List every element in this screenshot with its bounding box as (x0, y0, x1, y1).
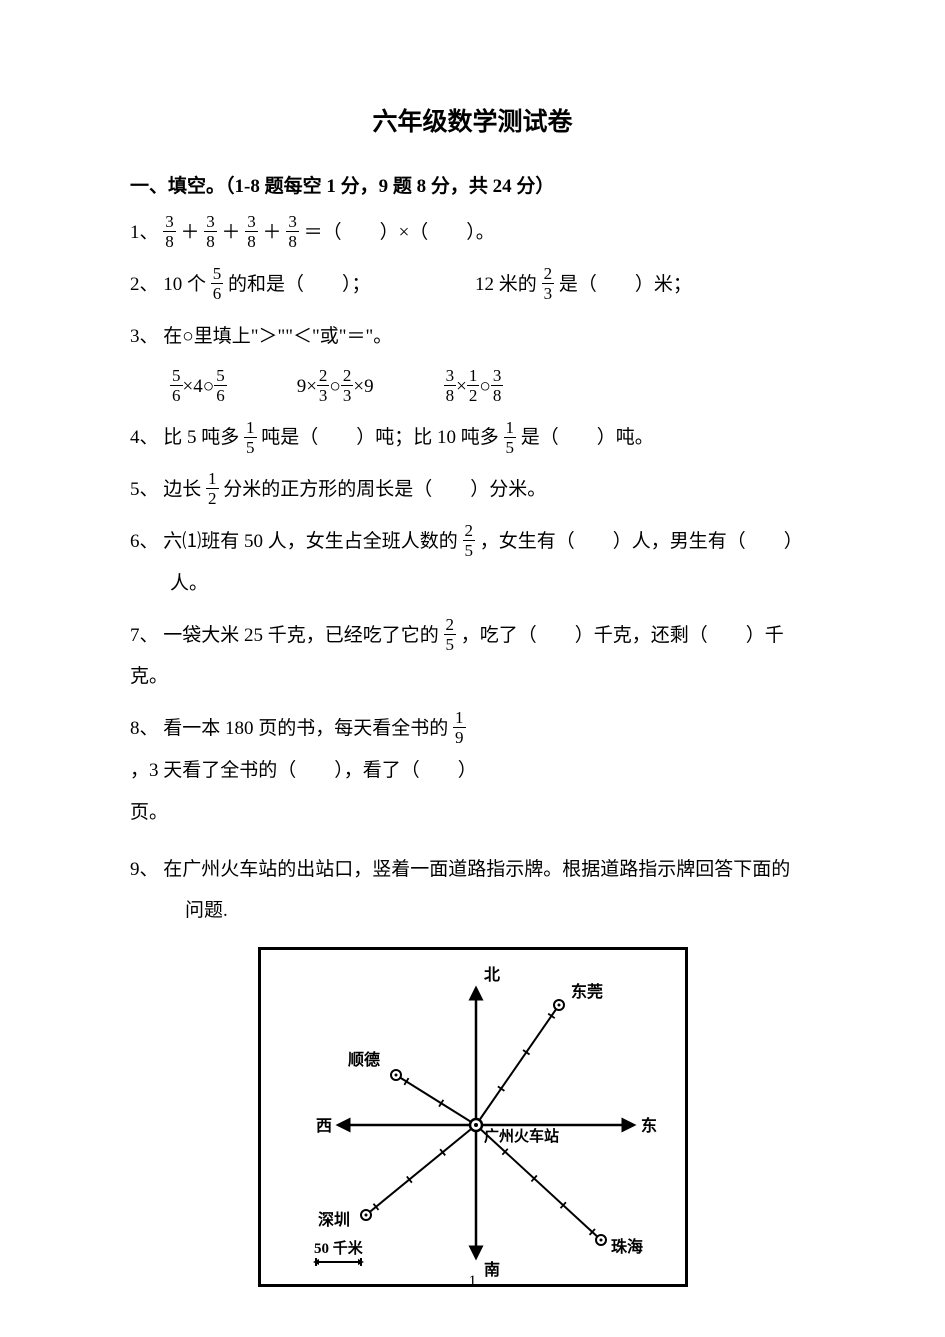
question-3: 3、 在○里填上"＞""＜"或"＝"。 56×4○56 9×23○23×9 38… (130, 316, 815, 408)
q2-text: 的和是（ ）； (228, 274, 371, 295)
q2-text: 是（ ）米； (559, 274, 692, 295)
direction-diagram-container: 北南 东 西 东莞顺德深圳珠海 广州火车站 50 千米 (130, 947, 815, 1287)
fraction: 38 (286, 213, 299, 250)
direction-diagram: 北南 东 西 东莞顺德深圳珠海 广州火车站 50 千米 (258, 947, 688, 1287)
svg-text:西: 西 (316, 1117, 332, 1135)
q3-comp-1: 56×4○56 (170, 366, 227, 408)
q2-text: 10 个 (163, 274, 206, 295)
fraction: 38 (245, 213, 258, 250)
svg-text:珠海: 珠海 (611, 1237, 643, 1256)
svg-text:顺德: 顺德 (348, 1050, 380, 1069)
question-9: 9、 在广州火车站的出站口，竖着一面道路指示牌。根据道路指示牌回答下面的 问题. (130, 849, 815, 933)
q3-comp-3: 38×12○38 (444, 366, 504, 408)
q8-num: 8、 (130, 718, 159, 739)
page-title: 六年级数学测试卷 (130, 100, 815, 145)
fraction: 56 (211, 265, 224, 302)
compass-svg: 北南 东 西 东莞顺德深圳珠海 广州火车站 50 千米 (261, 950, 691, 1290)
q3-text: 在○里填上"＞""＜"或"＝"。 (163, 326, 392, 347)
question-4: 4、 比 5 吨多 15 吨是（ ）吨；比 10 吨多 15 是（ ）吨。 (130, 417, 815, 459)
q5-num: 5、 (130, 479, 159, 500)
fraction: 38 (204, 213, 217, 250)
svg-text:南: 南 (484, 1260, 500, 1279)
svg-text:东莞: 东莞 (571, 982, 603, 1001)
q1-tail: ＝（ ）×（ ）。 (304, 222, 495, 243)
q1-num: 1、 (130, 222, 159, 243)
question-7: 7、 一袋大米 25 千克，已经吃了它的 25 ，吃了（ ）千克，还剩（ ）千克… (130, 615, 815, 699)
svg-text:广州火车站: 广州火车站 (484, 1127, 559, 1145)
q7-num: 7、 (130, 625, 159, 646)
q3-comp-2: 9×23○23×9 (297, 366, 374, 408)
question-5: 5、 边长 12 分米的正方形的周长是（ ）分米。 (130, 469, 815, 511)
q4-num: 4、 (130, 427, 159, 448)
question-2: 2、 10 个 56 的和是（ ）； 12 米的 23 是（ ）米； (130, 264, 815, 306)
q2-text: 12 米的 (475, 274, 537, 295)
question-6: 6、 六⑴班有 50 人，女生占全班人数的 25 ，女生有（ ）人，男生有（ ）… (130, 521, 815, 605)
page-number: 1 (469, 1268, 477, 1297)
plus: ＋ (181, 222, 200, 243)
plus: ＋ (263, 222, 282, 243)
fraction: 38 (163, 213, 176, 250)
q3-num: 3、 (130, 326, 159, 347)
q6-num: 6、 (130, 531, 159, 552)
svg-text:北: 北 (484, 966, 500, 984)
svg-text:50 千米: 50 千米 (314, 1239, 364, 1257)
svg-text:东: 东 (641, 1116, 657, 1135)
q9-num: 9、 (130, 859, 159, 880)
q2-num: 2、 (130, 274, 159, 295)
q3-comparisons: 56×4○56 9×23○23×9 38×12○38 (170, 366, 815, 408)
question-1: 1、 38 ＋ 38 ＋ 38 ＋ 38 ＝（ ）×（ ）。 (130, 212, 815, 254)
svg-text:深圳: 深圳 (318, 1210, 350, 1229)
fraction: 23 (542, 265, 555, 302)
section-1-header: 一、填空。（1-8 题每空 1 分，9 题 8 分，共 24 分） (130, 170, 815, 204)
question-8: 8、 看一本 180 页的书，每天看全书的 19 ，3 天看了全书的（ ），看了… (130, 708, 815, 833)
plus: ＋ (222, 222, 241, 243)
